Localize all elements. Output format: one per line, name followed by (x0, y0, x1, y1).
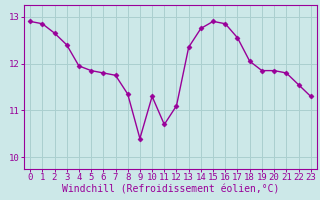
X-axis label: Windchill (Refroidissement éolien,°C): Windchill (Refroidissement éolien,°C) (62, 185, 279, 195)
